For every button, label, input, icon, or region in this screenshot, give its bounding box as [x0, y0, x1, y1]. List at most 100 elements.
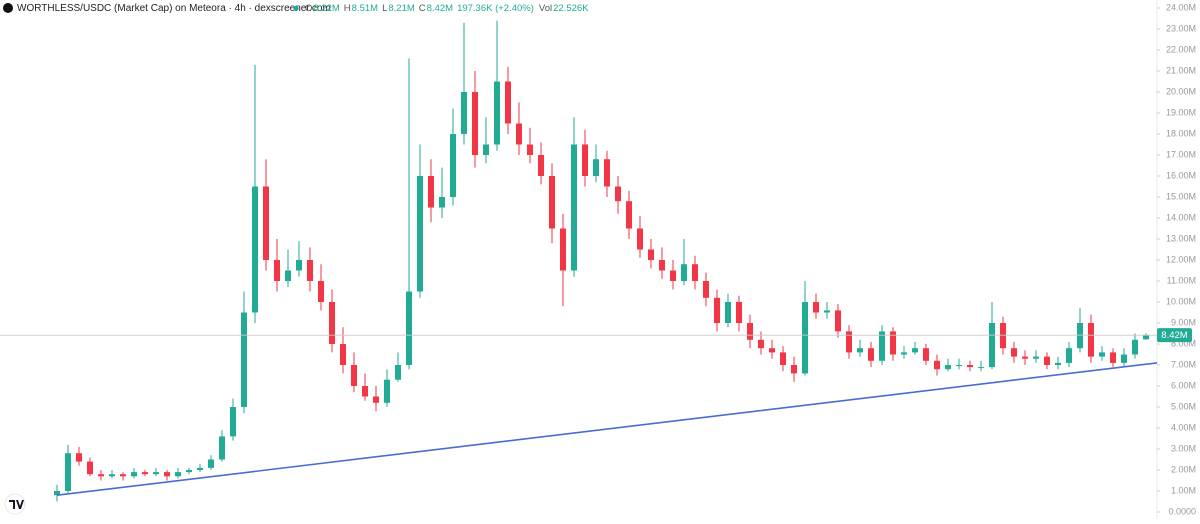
candle-body — [1066, 348, 1072, 363]
candle-body — [384, 379, 390, 403]
candle-body — [164, 472, 170, 477]
candle-body — [736, 302, 742, 323]
candle-body — [516, 123, 522, 145]
candle-body — [98, 474, 104, 477]
candle-body — [219, 436, 225, 460]
candle-body — [274, 260, 280, 281]
candle-body — [648, 249, 654, 260]
candle-body — [318, 281, 324, 302]
candle-body — [923, 348, 929, 361]
candle-body — [901, 352, 907, 355]
candle-body — [615, 186, 621, 202]
candle-body — [934, 360, 940, 370]
candle-body — [142, 472, 148, 475]
candle-body — [945, 365, 951, 370]
candle-body — [879, 331, 885, 361]
y-tick-label: 0.0000 — [1168, 506, 1196, 516]
candle-body — [54, 491, 60, 496]
candle-body — [1044, 356, 1050, 365]
candle-body — [252, 186, 258, 313]
status-dot — [293, 5, 299, 12]
y-tick-label: 21.00M — [1166, 65, 1196, 75]
y-tick-label: 13.00M — [1166, 233, 1196, 243]
y-tick-label: 7.00M — [1171, 359, 1196, 369]
candle-body — [1143, 335, 1149, 340]
candle-body — [692, 264, 698, 281]
candle-body — [472, 92, 478, 155]
candle-body — [87, 461, 93, 475]
y-tick-label: 2.00M — [1171, 464, 1196, 474]
candle-body — [670, 270, 676, 281]
candle-body — [197, 467, 203, 470]
ohlc-legend: O 8.22M H 8.51M L 8.21M C 8.42M 197.36K (+2.40%)… — [305, 3, 589, 14]
grid: 0.0000 1.00M 2.00M 3.00M 4.00M 5.00M 6.00M 7.00… — [1156, 0, 1196, 519]
legend-key: C — [419, 3, 426, 14]
candle-body — [824, 310, 830, 313]
candle-body — [747, 323, 753, 340]
candle-body — [1110, 352, 1116, 363]
candle-body — [1011, 348, 1017, 357]
candle-body — [956, 365, 962, 366]
y-tick-label: 4.00M — [1171, 422, 1196, 432]
candle-body — [483, 144, 489, 155]
legend-value: 8.22M — [313, 3, 339, 14]
last-price-label: 8.42M — [1161, 330, 1187, 341]
y-tick-label: 3.00M — [1171, 443, 1196, 453]
y-tick-label: 9.00M — [1171, 317, 1196, 327]
candle-body — [989, 323, 995, 368]
candle-body — [769, 348, 775, 353]
candle-body — [450, 134, 456, 197]
candle-body — [978, 367, 984, 369]
candle-body — [758, 339, 764, 349]
y-tick-label: 10.00M — [1166, 296, 1196, 306]
candle-body — [494, 81, 500, 145]
y-tick-label: 17.00M — [1166, 149, 1196, 159]
candle-body — [1033, 356, 1039, 359]
candle-body — [120, 474, 126, 477]
legend-change: 197.36K (+2.40%) — [457, 3, 534, 14]
candle-body — [582, 144, 588, 176]
candle-body — [1132, 339, 1138, 355]
y-tick-label: 16.00M — [1166, 170, 1196, 180]
candle-body — [109, 474, 115, 477]
candle-body — [186, 470, 192, 473]
candle-body — [846, 331, 852, 353]
candle-body — [285, 270, 291, 281]
candle-body — [351, 365, 357, 386]
last-price-tag — [1157, 328, 1192, 343]
candle-body — [76, 453, 82, 462]
candle-body — [373, 396, 379, 403]
candle-body — [307, 260, 313, 281]
candle-body — [65, 453, 71, 491]
candle-body — [241, 312, 247, 407]
candle-body — [439, 197, 445, 208]
candle-body — [604, 159, 610, 187]
legend-value: 8.51M — [352, 3, 378, 14]
candle-body — [131, 472, 137, 477]
candle-body — [175, 472, 181, 477]
legend-key: Vol — [539, 3, 552, 14]
y-tick-label: 22.00M — [1166, 44, 1196, 54]
y-tick-label: 14.00M — [1166, 212, 1196, 222]
candle-body — [461, 92, 467, 134]
candle-body — [813, 302, 819, 313]
candle-body — [1000, 323, 1006, 349]
candle-body — [1088, 323, 1094, 357]
tv-logo — [4, 493, 26, 515]
y-tick-label: 8.00M — [1171, 338, 1196, 348]
candle-body — [890, 331, 896, 355]
candle-body — [967, 365, 973, 368]
candle-body — [637, 228, 643, 250]
candle-body — [538, 155, 544, 176]
pair-icon — [3, 3, 13, 13]
candle-body — [1077, 323, 1083, 349]
candle-body — [912, 348, 918, 353]
y-tick-label: 23.00M — [1166, 23, 1196, 33]
candle-body — [626, 201, 632, 229]
y-tick-label: 12.00M — [1166, 254, 1196, 264]
candle-body — [725, 302, 731, 323]
candle-body — [835, 310, 841, 332]
candle-body — [395, 365, 401, 380]
trendline — [56, 362, 1158, 496]
